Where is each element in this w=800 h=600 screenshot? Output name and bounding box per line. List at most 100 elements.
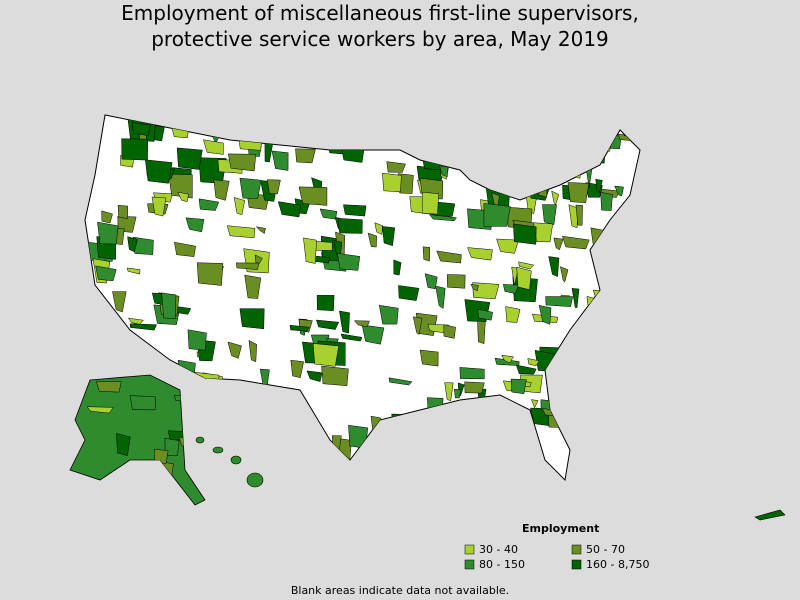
area-patch (382, 226, 396, 247)
area-patch (95, 265, 117, 282)
area-patch (151, 196, 167, 217)
area-patch (595, 178, 603, 194)
area-patch (315, 319, 340, 330)
area-patch (515, 364, 537, 375)
area-patch (510, 378, 527, 395)
legend-label: 50 - 70 (586, 543, 625, 556)
area-patch (560, 266, 569, 283)
area-patch (551, 190, 560, 206)
area-patch (239, 177, 262, 199)
area-patch (439, 165, 449, 178)
area-patch (562, 235, 590, 250)
legend: 30 - 40 50 - 70 80 - 150 160 - 8,750 (464, 543, 649, 571)
area-patch (398, 285, 420, 301)
area-patch (295, 148, 316, 164)
area-patch (374, 222, 383, 235)
area-patch (472, 282, 500, 300)
area-patch (187, 329, 207, 351)
area-patch (496, 238, 519, 254)
area-patch (266, 179, 281, 195)
area-patch (361, 324, 385, 345)
area-patch (271, 150, 289, 171)
area-patch (444, 382, 454, 402)
area-patch (153, 448, 169, 464)
area-patch (236, 262, 260, 270)
area-patch (477, 320, 486, 344)
area-patch (185, 217, 205, 233)
area-patch (145, 159, 173, 184)
area-patch (477, 308, 493, 321)
legend-swatch (464, 559, 475, 570)
area-patch (464, 381, 485, 394)
area-patch (319, 208, 338, 220)
area-patch (129, 395, 156, 411)
area-patch (289, 324, 310, 332)
area-patch (306, 370, 323, 382)
area-patch (483, 203, 511, 227)
area-patch (505, 306, 521, 323)
area-patch (127, 317, 144, 325)
area-patch (513, 223, 537, 245)
area-patch (97, 221, 119, 245)
area-patch (443, 324, 456, 339)
area-patch (446, 274, 466, 289)
area-patch (600, 191, 613, 211)
legend-label: 80 - 150 (479, 558, 525, 571)
area-patch (168, 173, 193, 199)
area-patch (177, 191, 189, 202)
area-patch (567, 182, 590, 204)
legend-swatch (464, 544, 475, 555)
area-patch (277, 201, 301, 218)
area-patch (303, 237, 317, 264)
area-patch (571, 288, 580, 308)
legend-swatch (571, 559, 582, 570)
area-patch (95, 381, 122, 393)
area-patch (459, 367, 485, 380)
area-patch (129, 323, 157, 331)
area-patch (422, 246, 431, 262)
area-patch (531, 399, 539, 409)
area-patch (419, 349, 439, 367)
area-patch (470, 284, 479, 292)
legend-label: 30 - 40 (479, 543, 518, 556)
area-patch (198, 198, 220, 211)
area-patch (382, 172, 402, 193)
area-patch (343, 204, 367, 217)
area-patch (538, 305, 552, 325)
area-patch (428, 214, 457, 222)
area-patch (255, 226, 266, 234)
legend-swatch (571, 544, 582, 555)
area-patch (568, 204, 579, 229)
area-patch (516, 266, 532, 290)
area-patch (412, 316, 423, 336)
area-patch (174, 241, 196, 257)
area-patch (131, 122, 151, 136)
area-patch (86, 406, 114, 414)
area-patch (542, 204, 557, 226)
footnote: Blank areas indicate data not available. (291, 584, 509, 597)
title-line: protective service workers by area, May … (151, 27, 609, 51)
area-patch (518, 261, 535, 270)
area-patch (436, 250, 462, 264)
area-patch (233, 197, 245, 216)
area-patch (435, 285, 446, 309)
area-patch (378, 304, 399, 325)
area-patch (502, 380, 514, 392)
area-patch (353, 320, 370, 328)
legend-label: 160 - 8,750 (586, 558, 649, 571)
area-patch (227, 341, 242, 359)
area-patch (116, 433, 131, 457)
area-patch (126, 267, 141, 275)
area-patch (340, 333, 363, 342)
area-patch (575, 204, 583, 226)
area-patch (321, 365, 349, 387)
area-patch (339, 310, 350, 334)
puerto-rico (754, 509, 786, 521)
area-patch (226, 225, 256, 239)
area-patch (203, 139, 224, 155)
area-patch (614, 185, 624, 197)
area-patch (421, 191, 439, 215)
area-patch (196, 262, 224, 286)
area-patch (367, 232, 377, 248)
